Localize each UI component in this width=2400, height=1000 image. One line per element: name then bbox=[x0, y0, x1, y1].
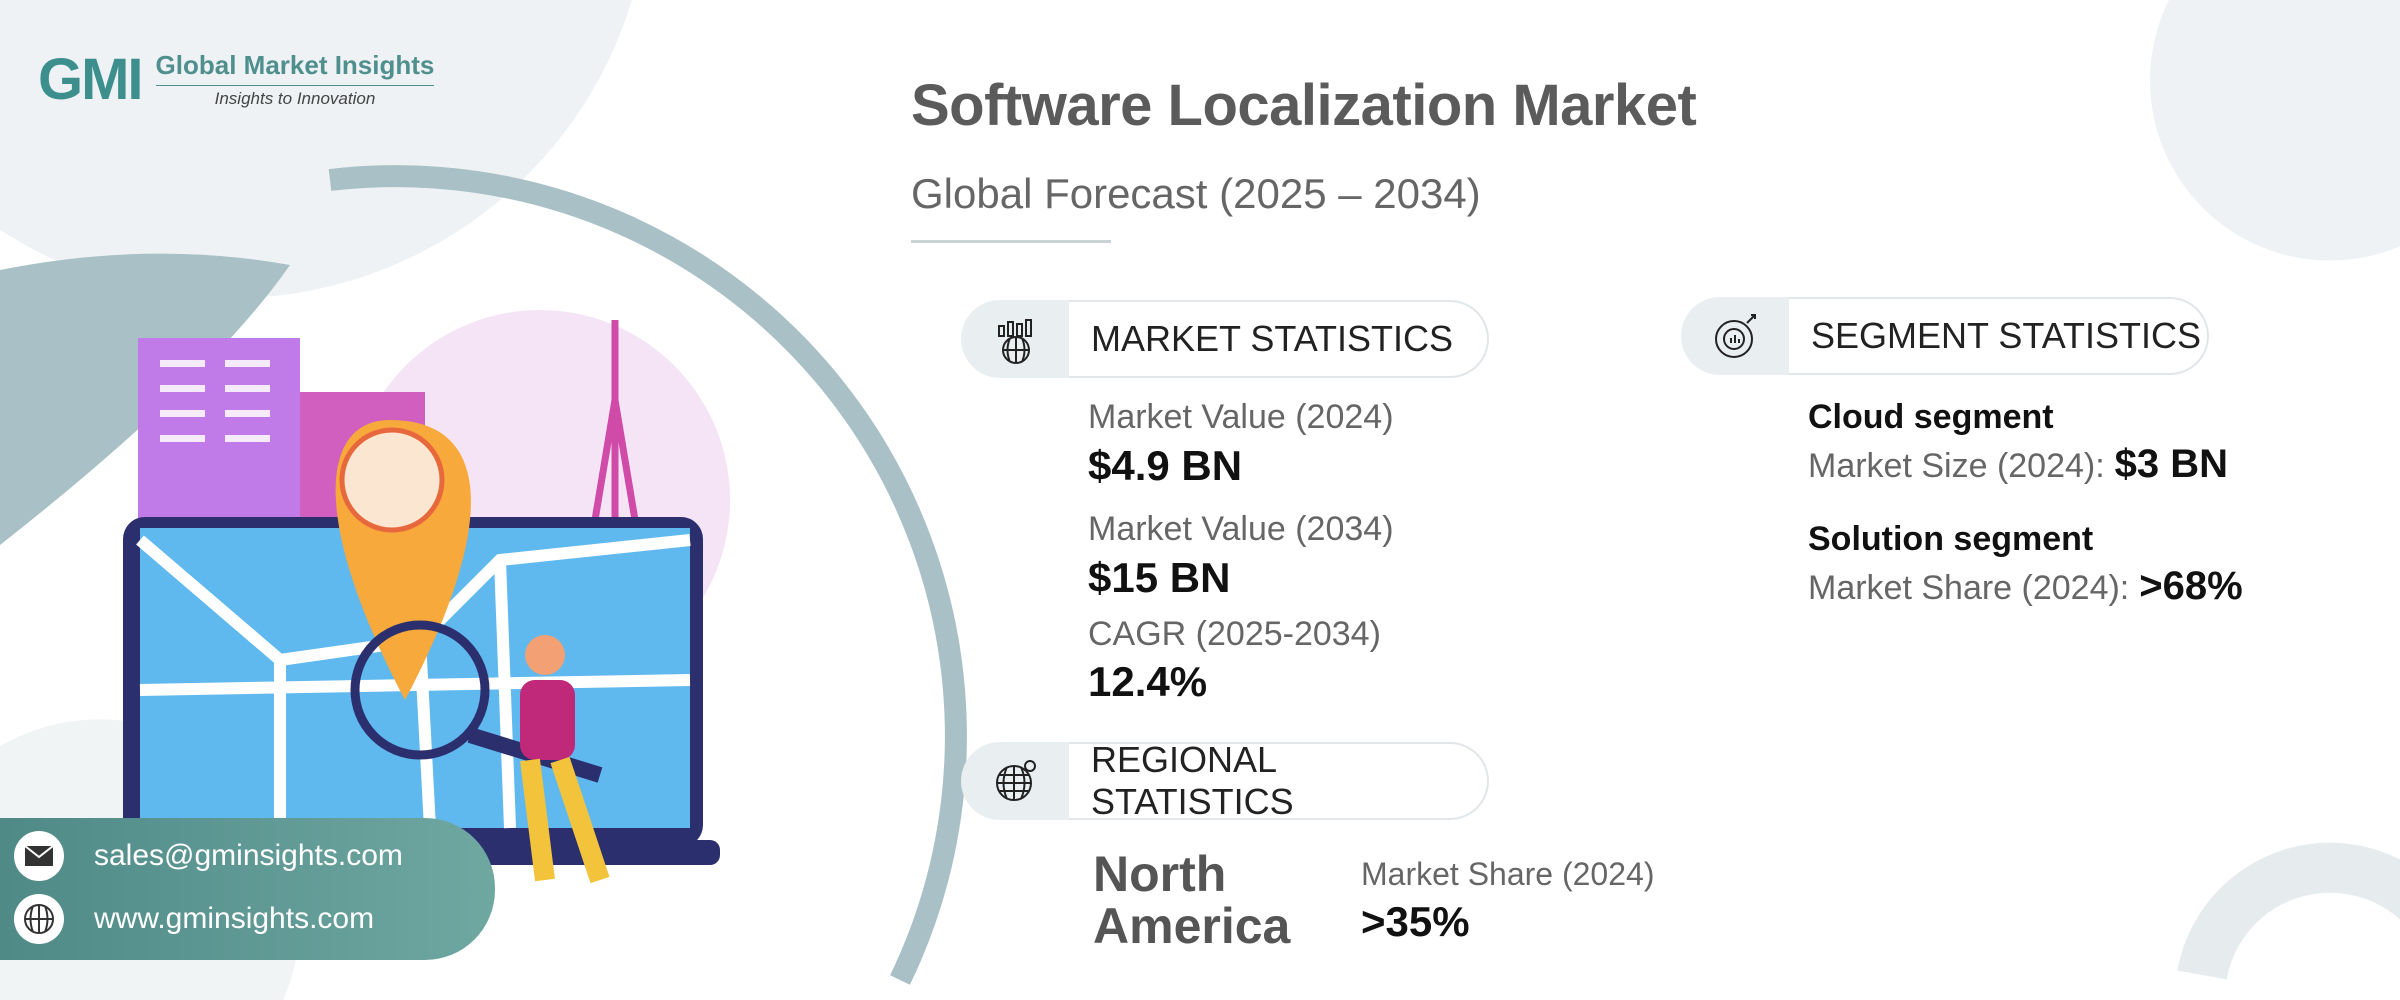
title-divider bbox=[911, 240, 1111, 243]
solution-segment-row: Market Share (2024): >68% bbox=[1808, 564, 2243, 609]
solution-segment-value: >68% bbox=[2139, 564, 2243, 608]
cloud-segment-title: Cloud segment bbox=[1808, 398, 2054, 436]
website-contact[interactable]: www.gminsights.com bbox=[14, 894, 374, 944]
contact-panel: sales@gminsights.com www.gminsights.com bbox=[0, 818, 495, 960]
page-title: Software Localization Market bbox=[911, 73, 1697, 138]
logo-mark: GMI bbox=[38, 47, 144, 112]
page-subtitle: Global Forecast (2025 – 2034) bbox=[911, 170, 1481, 217]
chart-globe-icon bbox=[961, 300, 1071, 378]
logo-name: Global Market Insights bbox=[155, 50, 435, 86]
bg-arc bbox=[328, 165, 967, 985]
cagr-label: CAGR (2025-2034) bbox=[1088, 615, 1381, 653]
bg-circle-top-right bbox=[2150, 0, 2400, 261]
solution-segment-title: Solution segment bbox=[1808, 520, 2094, 558]
market-statistics-header: MARKET STATISTICS bbox=[1069, 300, 1489, 378]
www-globe-icon bbox=[14, 894, 64, 944]
bg-circle-top-left bbox=[0, 0, 632, 299]
cloud-segment-value: $3 BN bbox=[2114, 442, 2229, 486]
localization-illustration bbox=[100, 310, 730, 884]
segment-statistics-header: SEGMENT STATISTICS bbox=[1789, 297, 2209, 375]
market-statistics-heading: MARKET STATISTICS bbox=[1091, 318, 1454, 359]
cloud-segment-label: Market Size (2024): bbox=[1808, 447, 2105, 485]
segment-statistics-heading: SEGMENT STATISTICS bbox=[1811, 315, 2202, 356]
market-value-2024-label: Market Value (2024) bbox=[1088, 398, 1394, 436]
cagr-value: 12.4% bbox=[1088, 658, 1208, 705]
regional-statistics-heading: REGIONAL STATISTICS bbox=[1091, 739, 1294, 822]
market-value-2034-label: Market Value (2034) bbox=[1088, 510, 1394, 548]
market-value-2034: $15 BN bbox=[1088, 554, 1231, 601]
region-name-line2: America bbox=[1093, 898, 1291, 954]
globe-pin-icon bbox=[961, 742, 1071, 820]
region-name: North America bbox=[1093, 848, 1290, 952]
cloud-segment-row: Market Size (2024): $3 BN bbox=[1808, 442, 2228, 487]
regional-statistics-header: REGIONAL STATISTICS bbox=[1069, 739, 1489, 822]
envelope-icon bbox=[14, 831, 64, 881]
email-link[interactable]: sales@gminsights.com bbox=[94, 839, 403, 872]
solution-segment-label: Market Share (2024): bbox=[1808, 569, 2130, 607]
market-value-2024: $4.9 BN bbox=[1088, 442, 1243, 489]
logo-tagline: Insights to Innovation bbox=[214, 89, 376, 108]
segment-pie-chart-icon bbox=[1681, 297, 1791, 375]
website-link[interactable]: www.gminsights.com bbox=[94, 902, 375, 935]
regional-share-label: Market Share (2024) bbox=[1361, 856, 1655, 892]
regional-share-value: >35% bbox=[1361, 898, 1470, 945]
region-name-line1: North bbox=[1093, 846, 1227, 902]
bg-ring-bottom-right bbox=[2177, 842, 2400, 980]
gmi-logo[interactable]: GMI Global Market Insights Insights to I… bbox=[38, 46, 435, 113]
email-contact[interactable]: sales@gminsights.com bbox=[14, 831, 403, 881]
